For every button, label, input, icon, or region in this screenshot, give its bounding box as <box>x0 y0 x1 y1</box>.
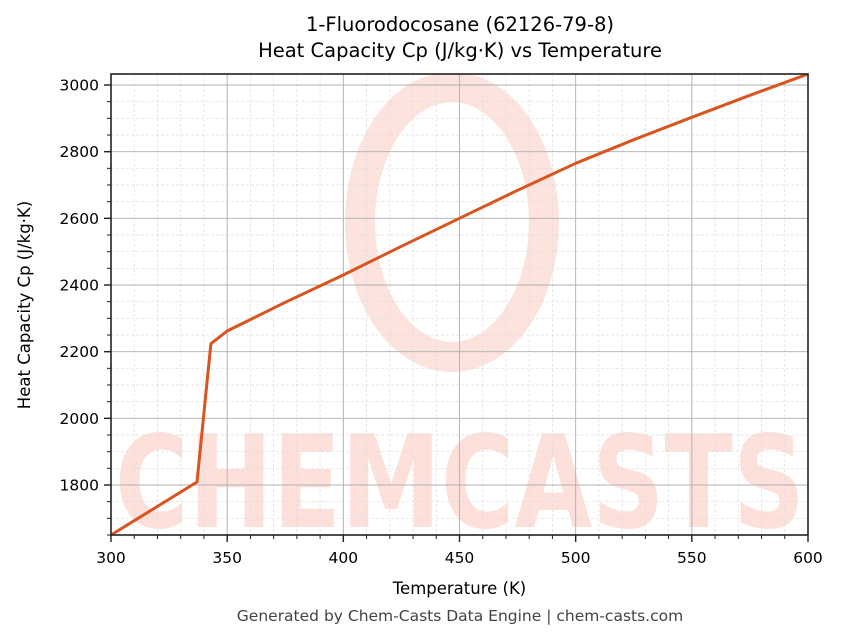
x-tick-label: 500 <box>561 549 591 567</box>
y-tick-label: 2200 <box>60 343 99 361</box>
x-tick-label: 450 <box>445 549 475 567</box>
x-tick-label: 300 <box>96 549 126 567</box>
x-tick-label: 400 <box>329 549 359 567</box>
watermark-text: CHEMCASTS <box>115 409 805 558</box>
watermark: CHEMCASTS <box>115 74 805 558</box>
y-tick-label: 2400 <box>60 277 99 295</box>
y-tick-label: 2800 <box>60 143 99 161</box>
y-tick-label: 2000 <box>60 410 99 428</box>
x-tick-label: 350 <box>212 549 242 567</box>
footer-credit: Generated by Chem-Casts Data Engine | ch… <box>236 607 684 625</box>
x-tick-label: 550 <box>677 549 707 567</box>
x-axis-label: Temperature (K) <box>392 579 526 598</box>
y-tick-label: 1800 <box>60 477 99 495</box>
data-series <box>111 74 808 535</box>
y-tick-label: 2600 <box>60 210 99 228</box>
chart-title-line1: 1-Fluorodocosane (62126-79-8) <box>305 13 615 36</box>
x-tick-label: 600 <box>793 549 823 567</box>
cp-line <box>111 74 808 535</box>
major-grid <box>110 74 809 535</box>
y-tick-label: 3000 <box>60 77 99 95</box>
axis-ticks: 300 350 400 450 500 550 600 1800 2000 2200 2400 260… <box>60 77 823 568</box>
y-axis-label: Heat Capacity Cp (J/kg·K) <box>15 201 34 409</box>
chart-title-line2: Heat Capacity Cp (J/kg·K) vs Temperature <box>258 39 662 62</box>
